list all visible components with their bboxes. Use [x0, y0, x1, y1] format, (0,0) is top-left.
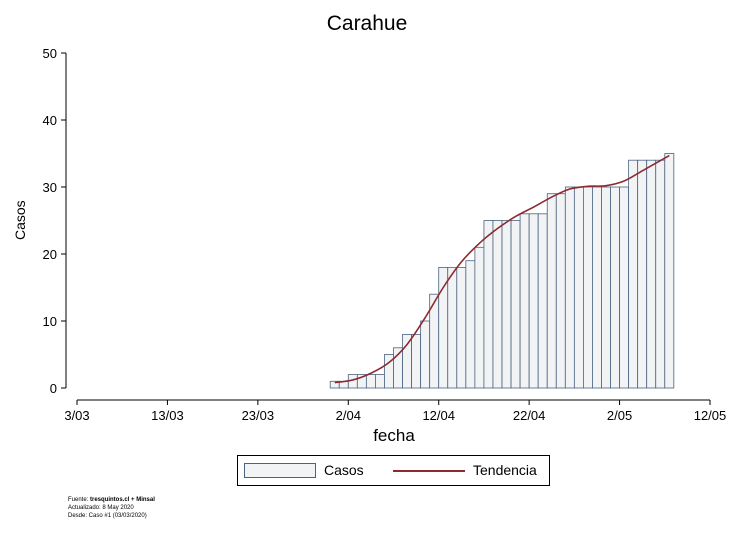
bar [365, 374, 376, 389]
bar [447, 266, 458, 389]
y-tick-label: 0 [50, 381, 57, 396]
legend-swatch-tendencia [393, 470, 465, 472]
bar [637, 159, 648, 389]
y-tick-label: 50 [43, 46, 57, 61]
bar [402, 333, 412, 389]
footer-notes: Fuente: tresquintos.cl + Minsal Actualiz… [68, 496, 155, 520]
bar [546, 193, 557, 389]
bar [664, 153, 675, 389]
bar [573, 186, 584, 389]
x-tick-label: 2/05 [607, 408, 632, 423]
x-tick-label: 12/05 [694, 408, 727, 423]
bar [438, 266, 449, 389]
legend-label-tendencia: Tendencia [473, 462, 537, 478]
bar [628, 159, 639, 389]
y-tick-label: 30 [43, 180, 57, 195]
bar [456, 266, 467, 389]
x-tick-label: 22/04 [513, 408, 546, 423]
y-axis-label-text: Casos [12, 200, 28, 240]
bar [592, 186, 602, 389]
y-axis-label: Casos [12, 200, 52, 240]
bar [474, 246, 485, 389]
legend: Casos Tendencia [237, 455, 550, 486]
bar [583, 186, 593, 389]
trend-path [334, 154, 670, 384]
bars [329, 153, 675, 389]
bar [465, 260, 476, 389]
footer-updated: Actualizado: 8 May 2020 [68, 505, 134, 511]
bar [555, 193, 566, 389]
bar [601, 186, 611, 389]
y-tick-label: 40 [43, 113, 57, 128]
bar [655, 159, 666, 389]
legend-swatch-casos [244, 463, 316, 478]
x-tick-label: 12/04 [422, 408, 455, 423]
bar [492, 220, 503, 389]
bar [411, 333, 422, 389]
bar [619, 186, 630, 389]
x-axis-label: fecha [373, 426, 415, 445]
bar [528, 213, 539, 389]
y-tick-label: 20 [43, 247, 57, 262]
chart-title: Carahue [326, 12, 408, 35]
y-tick-label: 10 [43, 314, 57, 329]
x-tick-label: 3/03 [64, 408, 89, 423]
footer-source-name: tresquintos.cl + Minsal [90, 497, 155, 503]
footer-source: Fuente: tresquintos.cl + Minsal [68, 497, 155, 503]
footer-since: Desde: Caso #1 (03/03/2020) [68, 513, 147, 519]
legend-label-casos: Casos [324, 462, 364, 478]
x-tick-label: 2/04 [336, 408, 361, 423]
x-tick-label: 23/03 [242, 408, 275, 423]
bar [420, 320, 431, 389]
trend-line [334, 154, 670, 384]
bar [519, 213, 530, 389]
bar [501, 220, 512, 389]
bar [510, 220, 521, 389]
bar [537, 213, 548, 389]
x-tick-label: 13/03 [151, 408, 184, 423]
bar [646, 159, 657, 389]
bar [564, 186, 575, 389]
bar [483, 220, 494, 389]
bar [375, 374, 385, 389]
axes: 0 10 20 30 40 50 3/03 13/03 23/03 2/04 12/04 22/04 2… [43, 46, 727, 423]
bar [610, 186, 620, 389]
